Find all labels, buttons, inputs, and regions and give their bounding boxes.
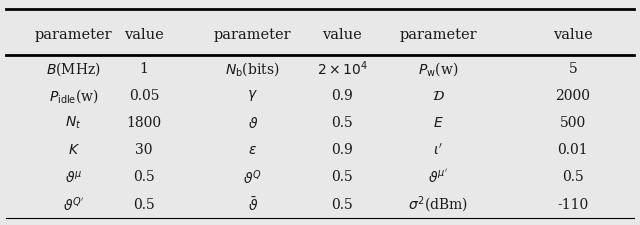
Text: $\mathcal{D}$: $\mathcal{D}$ [432,89,445,103]
Text: $P_{\mathrm{w}}$(w): $P_{\mathrm{w}}$(w) [419,60,458,78]
Text: 0.5: 0.5 [332,198,353,212]
Text: 0.9: 0.9 [332,143,353,157]
Text: 30: 30 [135,143,153,157]
Text: 1800: 1800 [127,116,161,130]
Text: $\vartheta$: $\vartheta$ [248,116,258,130]
Text: 5: 5 [568,62,577,76]
Text: $\iota'$: $\iota'$ [433,143,444,158]
Text: 0.5: 0.5 [332,171,353,184]
Text: 0.5: 0.5 [332,116,353,130]
Text: $K$: $K$ [68,143,79,157]
Text: 0.05: 0.05 [129,89,159,103]
Text: $\sigma^{2}$(dBm): $\sigma^{2}$(dBm) [408,195,468,215]
Text: parameter: parameter [35,28,113,42]
Text: value: value [124,28,164,42]
Text: 0.5: 0.5 [133,171,155,184]
Text: 0.5: 0.5 [133,198,155,212]
Text: $\varepsilon$: $\varepsilon$ [248,143,257,157]
Text: 0.01: 0.01 [557,143,588,157]
Text: 500: 500 [559,116,586,130]
Text: $2 \times 10^{4}$: $2 \times 10^{4}$ [317,59,368,78]
Text: value: value [553,28,593,42]
Text: $\vartheta^{Q}$: $\vartheta^{Q}$ [243,168,262,187]
Text: $N_{t}$: $N_{t}$ [65,115,82,131]
Text: 2000: 2000 [556,89,590,103]
Text: $\vartheta^{\mu'}$: $\vartheta^{\mu'}$ [428,169,449,186]
Text: $\vartheta^{\mu}$: $\vartheta^{\mu}$ [65,169,83,185]
Text: 0.5: 0.5 [562,171,584,184]
Text: value: value [323,28,362,42]
Text: $\bar{\vartheta}$: $\bar{\vartheta}$ [248,196,258,214]
Text: $P_{\mathrm{idle}}$(w): $P_{\mathrm{idle}}$(w) [49,87,99,105]
Text: $N_{\mathrm{b}}$(bits): $N_{\mathrm{b}}$(bits) [225,60,280,78]
Text: $\vartheta^{Q'}$: $\vartheta^{Q'}$ [63,196,84,214]
Text: $B$(MHz): $B$(MHz) [46,60,101,78]
Text: -110: -110 [557,198,588,212]
Text: $\gamma$: $\gamma$ [248,88,258,104]
Text: parameter: parameter [214,28,292,42]
Text: $E$: $E$ [433,116,444,130]
Text: 1: 1 [140,62,148,76]
Text: 0.9: 0.9 [332,89,353,103]
Text: parameter: parameter [399,28,477,42]
